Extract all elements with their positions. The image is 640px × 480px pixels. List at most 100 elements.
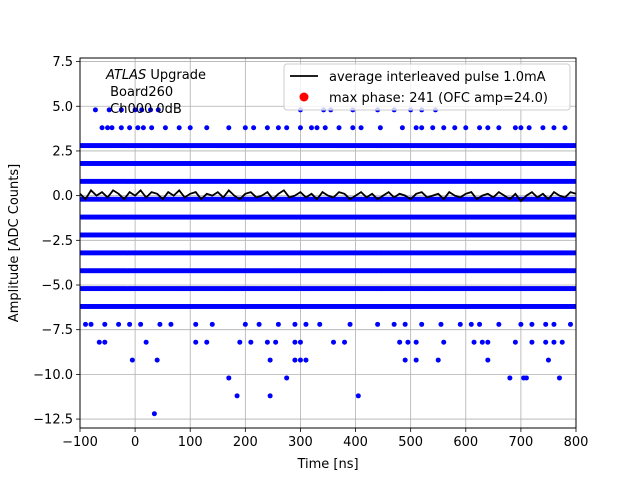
scatter-point xyxy=(303,321,309,327)
scatter-points xyxy=(80,107,576,417)
scatter-point xyxy=(284,375,290,381)
scatter-point xyxy=(140,125,146,131)
scatter-point xyxy=(512,125,518,131)
scatter-point xyxy=(297,125,303,131)
scatter-point xyxy=(413,125,419,131)
scatter-point xyxy=(435,357,441,363)
average-pulse-line-group xyxy=(80,188,576,203)
scatter-point xyxy=(242,321,248,327)
scatter-point xyxy=(355,393,361,399)
scatter-point xyxy=(438,321,444,327)
x-tick-label: 700 xyxy=(508,435,533,450)
scatter-point xyxy=(551,321,557,327)
scatter-point xyxy=(559,339,565,345)
y-tick-label: −7.5 xyxy=(41,323,73,338)
scatter-point xyxy=(226,375,232,381)
scatter-point xyxy=(267,393,273,399)
scatter-point xyxy=(477,321,483,327)
y-tick-label: −12.5 xyxy=(33,413,73,428)
scatter-point xyxy=(342,339,348,345)
legend-box xyxy=(283,63,571,111)
scatter-point xyxy=(468,321,474,327)
x-tick-label: 600 xyxy=(453,435,478,450)
scatter-point xyxy=(430,125,436,131)
annotation-line-1: ATLAS Upgrade xyxy=(105,68,206,83)
x-tick-label: 500 xyxy=(398,435,423,450)
scatter-point xyxy=(303,357,309,363)
annotation-line-3: Ch000 0dB xyxy=(106,102,182,117)
scatter-point xyxy=(267,357,273,363)
scatter-point xyxy=(545,357,551,363)
scatter-point xyxy=(88,321,94,327)
legend-marker-swatch xyxy=(299,92,309,102)
scatter-point xyxy=(322,125,328,131)
x-tick-label: 0 xyxy=(131,435,139,450)
scatter-point xyxy=(336,125,342,131)
plot-frame xyxy=(79,57,577,429)
scatter-point xyxy=(331,339,337,345)
scatter-point xyxy=(154,357,160,363)
y-tick-label: −5.0 xyxy=(41,279,73,294)
scatter-point xyxy=(405,339,411,345)
y-tick-label: 7.5 xyxy=(52,55,73,70)
scatter-point xyxy=(375,321,381,327)
y-tick-label: −2.5 xyxy=(41,234,73,249)
scatter-point xyxy=(402,357,408,363)
scatter-point xyxy=(275,321,281,327)
scatter-point xyxy=(551,339,557,345)
scatter-point xyxy=(248,339,254,345)
scatter-point xyxy=(523,375,529,381)
scatter-point xyxy=(507,375,513,381)
x-tick-label: −100 xyxy=(62,435,98,450)
atlas-annotation: ATLAS Upgrade Board260 Ch000 0dB xyxy=(105,68,206,117)
scatter-point xyxy=(573,214,576,220)
scatter-point xyxy=(512,339,518,345)
scatter-point xyxy=(573,303,576,309)
scatter-point xyxy=(452,125,458,131)
scatter-point xyxy=(358,125,364,131)
scatter-point xyxy=(496,125,502,131)
scatter-point xyxy=(96,339,102,345)
scatter-point xyxy=(562,125,568,131)
scatter-point xyxy=(118,107,124,113)
scatter-point xyxy=(139,107,145,113)
scatter-point xyxy=(543,321,549,327)
scatter-point xyxy=(151,411,157,417)
scatter-point xyxy=(168,321,174,327)
scatter-point xyxy=(485,357,491,363)
annotation-atlas: ATLAS xyxy=(105,68,146,83)
scatter-point xyxy=(297,357,303,363)
scatter-point xyxy=(573,143,576,149)
scatter-point xyxy=(226,125,232,131)
y-tick-label: 0.0 xyxy=(52,189,73,204)
scatter-point xyxy=(102,339,108,345)
scatter-point xyxy=(413,339,419,345)
scatter-point xyxy=(573,178,576,184)
scatter-point xyxy=(573,268,576,274)
scatter-point xyxy=(471,339,477,345)
scatter-point xyxy=(256,321,262,327)
scatter-point xyxy=(237,339,243,345)
scatter-point xyxy=(573,286,576,292)
scatter-point xyxy=(106,107,112,113)
y-axis-label: Amplitude [ADC Counts] xyxy=(7,164,22,322)
x-tick-label: 100 xyxy=(178,435,203,450)
scatter-point xyxy=(397,339,403,345)
y-axis-ticks: −12.5 −10.0 −7.5 −5.0 −2.5 0.0 2.5 5.0 7.5 xyxy=(33,55,80,428)
scatter-point xyxy=(419,321,425,327)
scatter-point xyxy=(529,321,535,327)
scatter-point xyxy=(105,125,111,131)
scatter-point xyxy=(92,107,98,113)
scatter-point xyxy=(399,125,405,131)
scatter-point xyxy=(155,107,161,113)
scatter-point xyxy=(127,321,133,327)
scatter-point xyxy=(292,321,298,327)
scatter-point xyxy=(347,321,353,327)
scatter-point xyxy=(132,107,138,113)
scatter-point xyxy=(118,125,124,131)
scatter-point xyxy=(292,339,298,345)
scatter-point xyxy=(573,232,576,238)
scatter-point xyxy=(193,321,199,327)
x-axis-label: Time [ns] xyxy=(296,457,358,472)
